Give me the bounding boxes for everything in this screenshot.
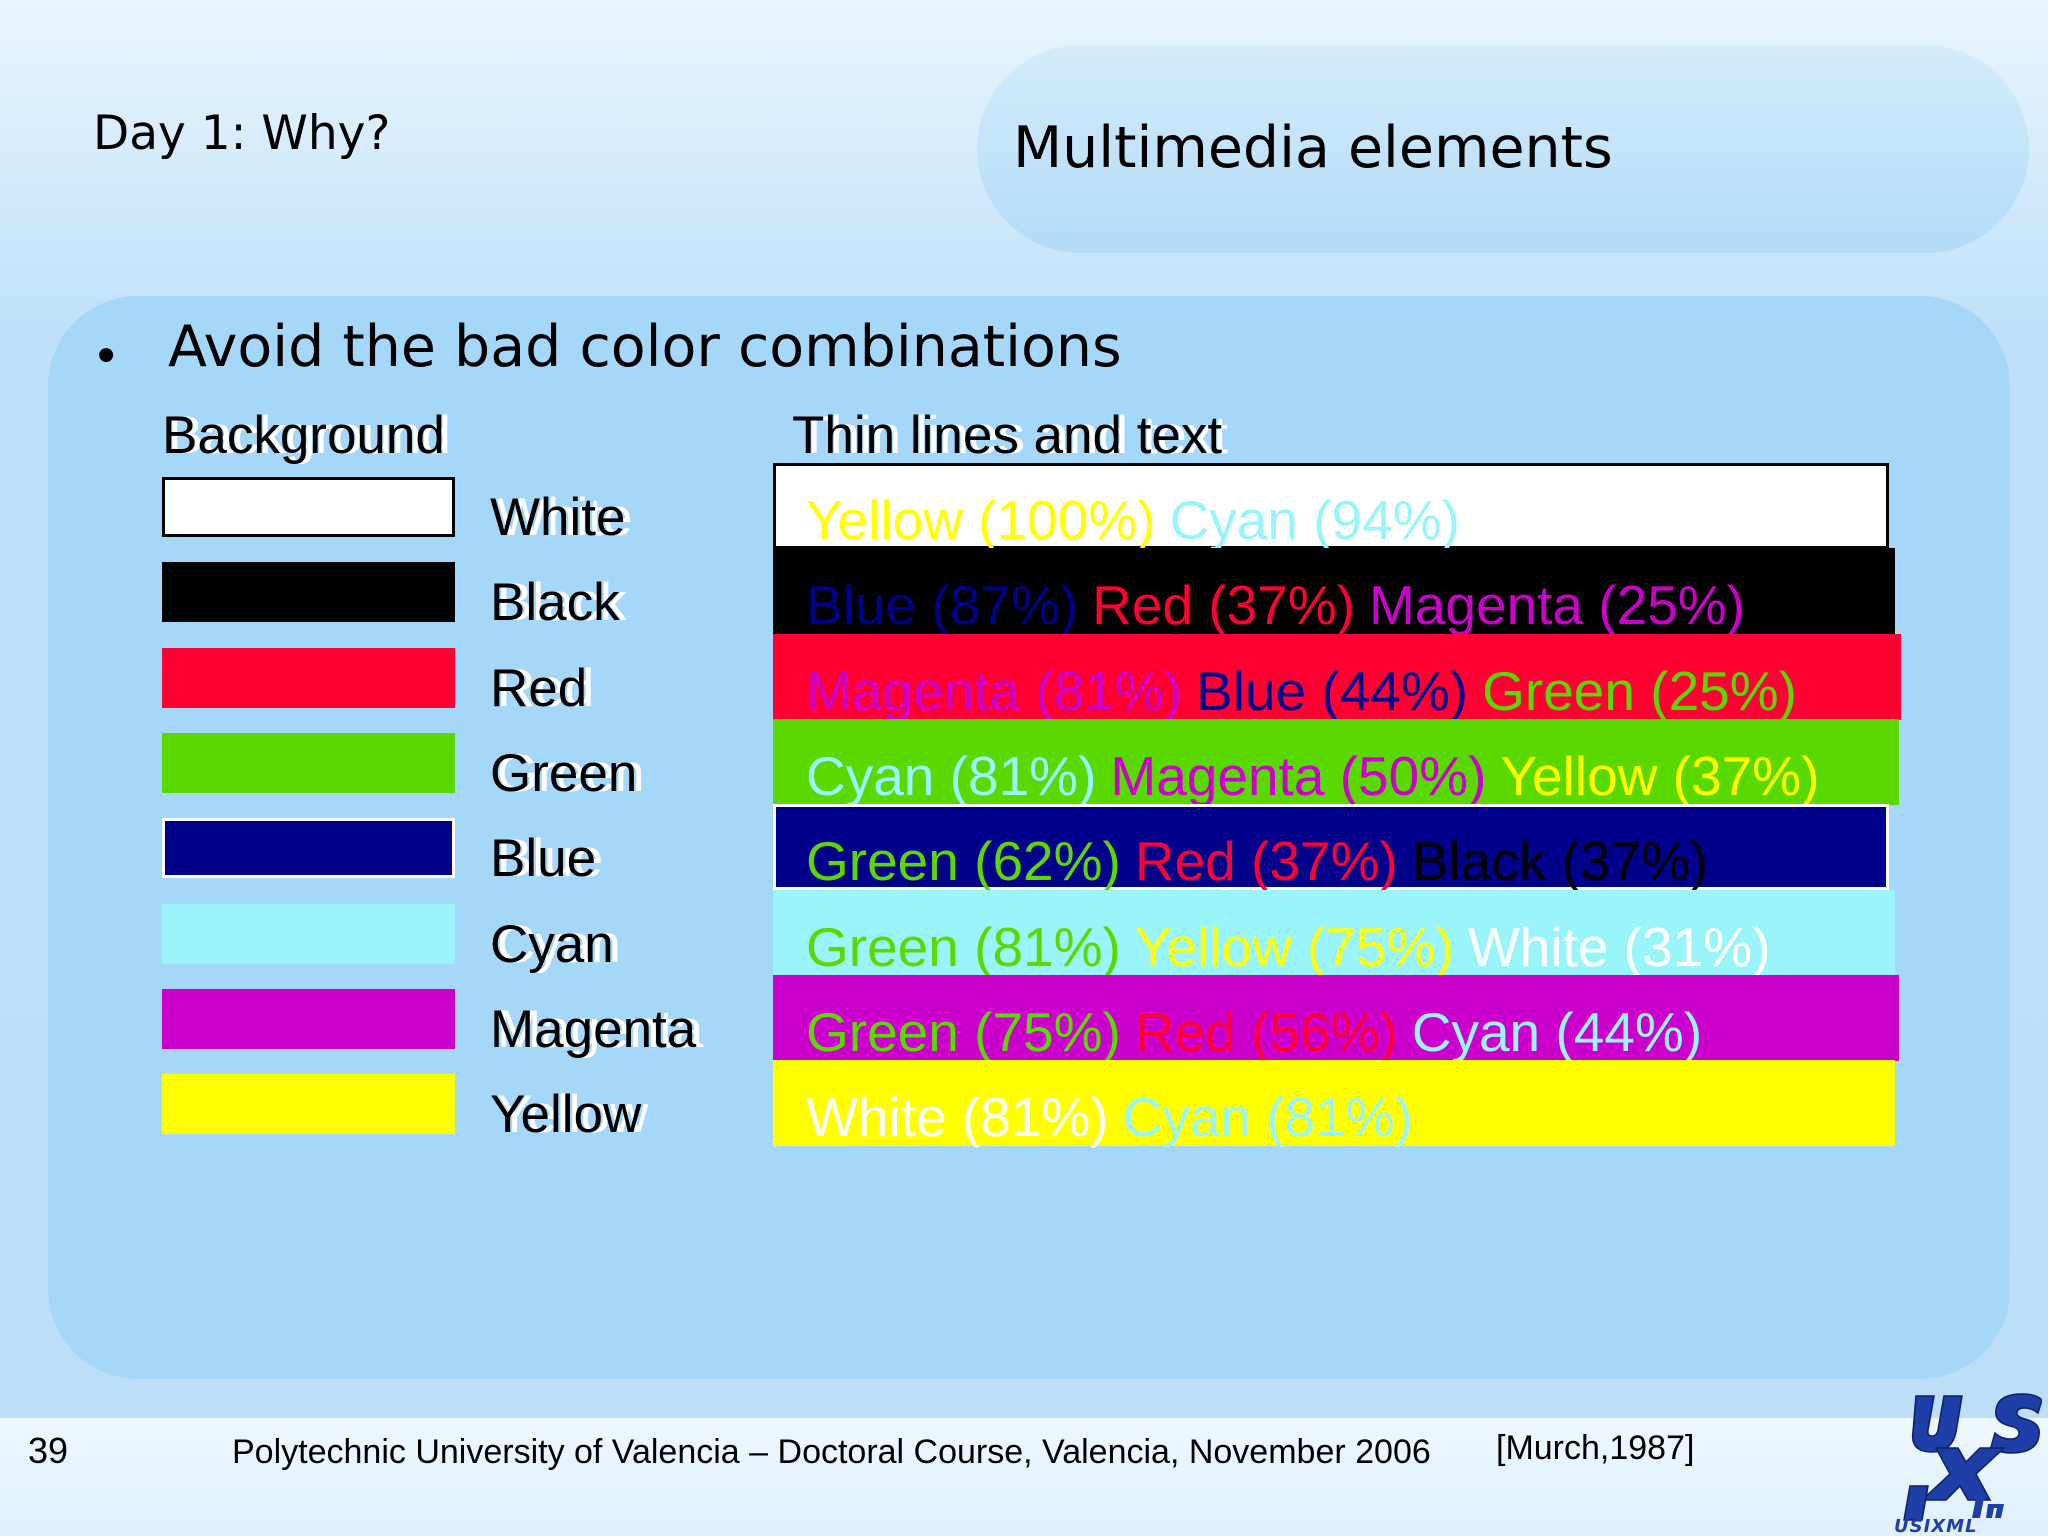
background-label: Magenta	[490, 999, 697, 1059]
logo-wordmark: USIXML	[1894, 1516, 1978, 1534]
combination-item: Magenta (81%)	[806, 659, 1183, 722]
bullet-text: Avoid the bad color combinations	[168, 314, 1122, 380]
citation: [Murch,1987]	[1496, 1429, 1695, 1467]
combination-item: White (81%)	[806, 1086, 1109, 1149]
combination-item: Yellow (37%)	[1500, 744, 1820, 807]
combination-item: Cyan (81%)	[1122, 1086, 1413, 1149]
section-title: Day 1: Why?	[93, 106, 391, 161]
combination-item: Yellow (75%)	[1134, 915, 1454, 978]
combination-item: Blue (87%)	[806, 574, 1079, 637]
bullet-icon: •	[92, 329, 121, 385]
combination-item: Magenta (25%)	[1368, 574, 1745, 637]
background-label: Black	[490, 573, 620, 633]
combination-item: Black (37%)	[1411, 830, 1709, 893]
combination-item: Red (37%)	[1092, 574, 1355, 637]
title-banner	[977, 45, 2029, 253]
footer-text: Polytechnic University of Valencia – Doc…	[232, 1433, 1431, 1471]
page-number: 39	[28, 1430, 69, 1471]
swatch-black	[162, 562, 455, 623]
combination-item: Cyan (81%)	[806, 744, 1097, 807]
combination-bar-yellow	[773, 1060, 1895, 1147]
background-label: Yellow	[490, 1085, 642, 1145]
background-label: Cyan	[490, 914, 614, 974]
combination-text: Green (81%) Yellow (75%) White (31%)	[806, 919, 1784, 975]
combination-item: Blue (44%)	[1196, 659, 1469, 722]
combination-item: Magenta (50%)	[1110, 744, 1487, 807]
combination-item: Green (25%)	[1482, 659, 1797, 722]
combination-item: Cyan (94%)	[1169, 489, 1460, 551]
footer-band	[0, 1418, 2048, 1536]
background-label: Blue	[490, 829, 597, 889]
combination-text: Magenta (81%) Blue (44%) Green (25%)	[806, 663, 1811, 719]
swatch-red	[162, 647, 455, 708]
swatch-blue	[162, 818, 455, 879]
swatch-green	[162, 732, 455, 793]
combination-item: Green (75%)	[806, 1000, 1121, 1063]
combination-text: White (81%) Cyan (81%)	[806, 1090, 1427, 1145]
background-label: White	[490, 488, 626, 547]
background-label: Green	[490, 743, 638, 803]
combination-bar-green	[773, 718, 1899, 805]
swatch-yellow	[162, 1074, 455, 1135]
combination-item: Red (37%)	[1134, 830, 1398, 893]
swatch-cyan	[162, 903, 455, 964]
combination-bar-cyan	[773, 889, 1895, 976]
combination-bar-white	[773, 463, 1889, 549]
combination-item: Red (56%)	[1134, 1000, 1398, 1063]
combination-item: Green (62%)	[806, 830, 1121, 893]
combination-bar-magenta	[773, 974, 1899, 1061]
combination-item: Cyan (44%)	[1411, 1000, 1703, 1063]
column-header-background: Background	[162, 406, 445, 465]
combination-item: Green (81%)	[806, 915, 1121, 978]
usixml-logo: USIXML	[1894, 1393, 2042, 1534]
background-label: Red	[490, 658, 588, 718]
combination-bar-red	[773, 633, 1901, 720]
combination-bar-blue	[773, 804, 1889, 891]
combination-text: Green (62%) Red (37%) Black (37%)	[806, 834, 1722, 889]
swatch-white	[162, 477, 455, 537]
combination-text: Cyan (81%) Magenta (50%) Yellow (37%)	[806, 748, 1833, 804]
combination-item: White (31%)	[1467, 915, 1771, 978]
slide-title: Multimedia elements	[1013, 115, 1613, 181]
combination-item: Yellow (100%)	[806, 489, 1156, 551]
column-header-thin-lines: Thin lines and text	[792, 406, 1223, 465]
combination-bar-black	[773, 548, 1895, 635]
swatch-magenta	[162, 988, 455, 1049]
combination-text: Blue (87%) Red (37%) Magenta (25%)	[806, 578, 1759, 633]
combination-text: Green (75%) Red (56%) Cyan (44%)	[806, 1004, 1716, 1060]
combination-text: Yellow (100%) Cyan (94%)	[806, 493, 1474, 548]
